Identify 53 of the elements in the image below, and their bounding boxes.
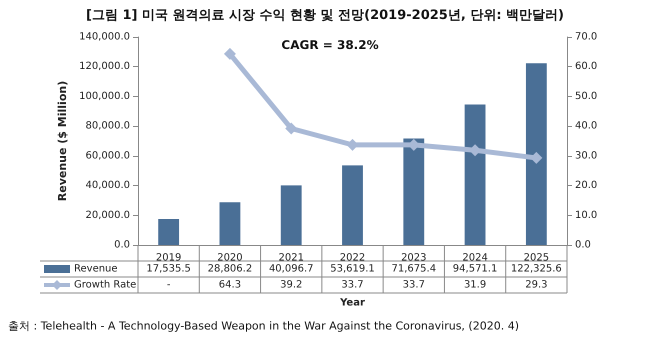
- data-label: 39.2: [280, 280, 302, 290]
- bar: [526, 63, 547, 245]
- y-tick-label: 40,000.0: [85, 180, 130, 192]
- y2-tick-label: 10.0: [575, 210, 598, 221]
- x-tick-label: 2024: [462, 252, 488, 264]
- y-tick-label: 100,000.0: [79, 90, 130, 102]
- text: -: [166, 280, 170, 290]
- x-tick-label: 2023: [401, 252, 427, 264]
- y-tick-label: 60,000.0: [85, 150, 130, 162]
- data-label: 64.3: [218, 280, 242, 290]
- bar: [220, 202, 240, 245]
- x-tick-label: 2022: [340, 252, 366, 264]
- data-label: 53,619.1: [330, 264, 375, 274]
- legend-label: Revenue: [74, 264, 118, 274]
- point: [285, 122, 298, 135]
- point: [224, 48, 236, 60]
- y-tick-label: 80,000.0: [85, 120, 130, 132]
- legend-label: Growth Rate: [74, 280, 136, 290]
- y-tick-label: 20,000.0: [85, 210, 130, 221]
- x-tick-label: 2019: [156, 252, 182, 264]
- y-axis-title: Revenue ($ Million): [56, 80, 70, 202]
- y2-tick-label: 60.0: [575, 61, 598, 72]
- y2-tick-label: 50.0: [575, 90, 598, 102]
- bar: [464, 104, 486, 245]
- x-tick-label: 2021: [278, 252, 304, 264]
- x-tick-label: 2020: [217, 252, 243, 264]
- annotation: CAGR = 38.2%: [281, 38, 379, 52]
- data-label: 122,325.6: [510, 264, 562, 274]
- data-label: 94,571.1: [452, 264, 498, 274]
- data-label: 33.7: [402, 280, 425, 290]
- x-axis-title: Year: [339, 298, 365, 308]
- y2-tick-label: 0.0: [575, 240, 591, 250]
- data-label: 33.7: [341, 280, 364, 290]
- source-note: 출처 : Telehealth - A Technology-Based Weapon in the War Against the Coronavirus, (2020. 4): [8, 320, 519, 332]
- y2-tick-label: 20.0: [575, 180, 598, 192]
- data-label: 29.3: [525, 280, 548, 290]
- data-label: 17,535.5: [146, 264, 191, 274]
- x-tick-label: 2025: [524, 252, 550, 264]
- y2-tick-label: 40.0: [575, 120, 598, 132]
- chart-title: [그림 1] 미국 원격의료 시장 수익 현황 및 전망(2019-2025년, 단위: 백만달러): [86, 8, 564, 23]
- data-label: 31.9: [464, 280, 486, 290]
- y-tick-label: 0.0: [114, 240, 130, 250]
- data-label: 28,806.2: [208, 264, 252, 274]
- bar: [342, 165, 363, 245]
- y2-tick-label: 70.0: [575, 32, 598, 42]
- y2-tick-label: 30.0: [575, 150, 598, 162]
- bar: [403, 138, 424, 245]
- bar: [158, 218, 180, 245]
- bar: [280, 185, 302, 245]
- y-tick-label: 140,000.0: [79, 32, 130, 42]
- data-label: 71,675.4: [392, 264, 436, 274]
- y-tick-label: 120,000.0: [79, 61, 130, 72]
- data-label: 40,096.7: [268, 264, 314, 274]
